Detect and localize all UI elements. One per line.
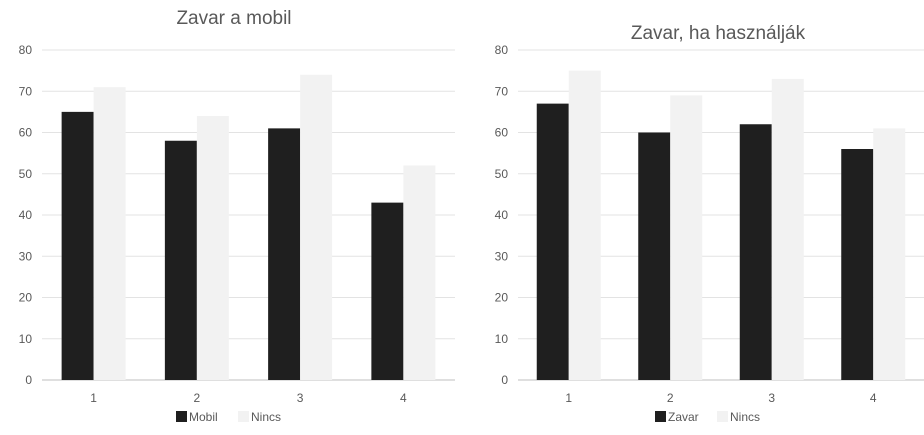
chart-1-legend-label-nincs: Nincs <box>251 410 281 424</box>
chart-2-y-tick-label: 70 <box>495 84 509 98</box>
chart-1-y-tick-label: 30 <box>19 249 33 263</box>
chart-2-bar-nincs-3 <box>771 78 804 380</box>
chart-1-bar-mobil-1 <box>61 111 94 380</box>
chart-1-legend-swatch-mobil <box>176 411 187 422</box>
chart-1-y-tick-label: 60 <box>19 126 33 140</box>
chart-2-x-tick-label: 4 <box>870 391 877 405</box>
chart-2-x-tick-label: 2 <box>667 391 674 405</box>
chart-2-legend-swatch-nincs <box>717 411 728 422</box>
chart-2-x-tick-label: 3 <box>768 391 775 405</box>
chart-1-title: Zavar a mobil <box>176 8 291 29</box>
chart-1-x-tick-label: 1 <box>90 391 97 405</box>
chart-2-bar-zavar-4 <box>841 149 874 380</box>
chart-2-bar-nincs-1 <box>568 70 601 380</box>
chart-1-bar-nincs-4 <box>403 165 436 380</box>
chart-2-y-tick-label: 20 <box>495 291 509 305</box>
chart-1-y-tick-label: 50 <box>19 167 33 181</box>
chart-1-bar-mobil-4 <box>371 202 404 380</box>
chart-2-y-tick-label: 50 <box>495 167 509 181</box>
chart-2-bar-nincs-4 <box>873 128 906 380</box>
chart-1-bar-nincs-1 <box>93 87 126 380</box>
chart-2-bar-zavar-3 <box>739 124 772 380</box>
chart-1: Zavar a mobil 0 10 20 30 40 50 60 70 80 1 2 3 4 Mobil N… <box>19 8 455 424</box>
chart-1-y-tick-label: 20 <box>19 291 33 305</box>
chart-2: Zavar, ha használják 0 10 20 30 40 50 60 70 80 1 2 3… <box>495 23 924 424</box>
chart-1-bar-nincs-2 <box>196 116 229 380</box>
chart-2-title: Zavar, ha használják <box>631 23 806 44</box>
chart-2-legend-swatch-zavar <box>655 411 666 422</box>
chart-1-legend-label-mobil: Mobil <box>189 410 218 424</box>
chart-2-x-tick-label: 1 <box>565 391 572 405</box>
chart-2-y-tick-label: 10 <box>495 332 509 346</box>
chart-1-bar-mobil-2 <box>164 140 197 380</box>
chart-1-bar-mobil-3 <box>268 128 301 380</box>
chart-1-y-tick-label: 70 <box>19 84 33 98</box>
chart-1-x-tick-label: 4 <box>400 391 407 405</box>
chart-2-bar-nincs-2 <box>670 95 703 380</box>
chart-2-y-tick-label: 80 <box>495 43 509 57</box>
chart-1-legend-swatch-nincs <box>238 411 249 422</box>
chart-1-y-tick-label: 10 <box>19 332 33 346</box>
chart-2-bar-zavar-2 <box>638 132 671 380</box>
chart-2-bar-zavar-1 <box>536 103 569 380</box>
chart-2-y-tick-label: 0 <box>501 373 508 387</box>
chart-2-y-tick-label: 30 <box>495 249 509 263</box>
chart-1-bar-nincs-3 <box>300 74 333 380</box>
chart-1-y-tick-label: 0 <box>25 373 32 387</box>
chart-1-x-tick-label: 2 <box>194 391 201 405</box>
chart-2-legend-label-nincs: Nincs <box>730 410 760 424</box>
chart-2-legend-label-zavar: Zavar <box>668 410 699 424</box>
chart-1-y-tick-label: 80 <box>19 43 33 57</box>
chart-2-y-tick-label: 60 <box>495 126 509 140</box>
chart-2-y-tick-label: 40 <box>495 208 509 222</box>
chart-1-x-tick-label: 3 <box>297 391 304 405</box>
chart-1-y-tick-label: 40 <box>19 208 33 222</box>
